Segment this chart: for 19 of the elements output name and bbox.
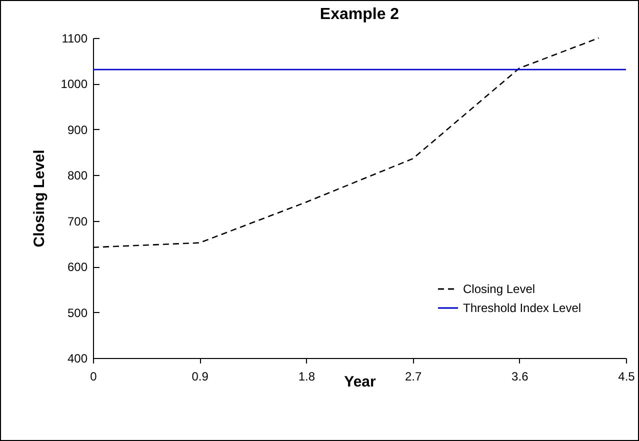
legend-label: Closing Level (463, 282, 536, 296)
y-tick-label: 800 (67, 168, 88, 183)
x-tick-label: 0 (90, 370, 98, 384)
y-tick-label: 600 (67, 260, 88, 274)
x-axis-title: Year (344, 374, 376, 390)
x-tick-label: 4.5 (618, 370, 636, 384)
x-tick-label: 3.6 (512, 370, 529, 384)
y-axis-title: Closing Level (30, 150, 48, 248)
y-tick-label: 400 (67, 352, 88, 366)
y-tick-label: 1100 (62, 32, 88, 46)
legend-label: Threshold Index Level (463, 301, 582, 315)
y-tick-label: 900 (67, 122, 88, 137)
y-tick-label: 700 (67, 214, 88, 228)
y-tick-label: 1000 (60, 77, 88, 92)
x-tick-label: 1.8 (298, 370, 316, 384)
chart-title: Example 2 (320, 6, 400, 23)
x-tick-label: 0.9 (192, 370, 209, 384)
x-tick-label: 2.7 (404, 370, 422, 384)
y-tick-label: 500 (67, 306, 88, 320)
